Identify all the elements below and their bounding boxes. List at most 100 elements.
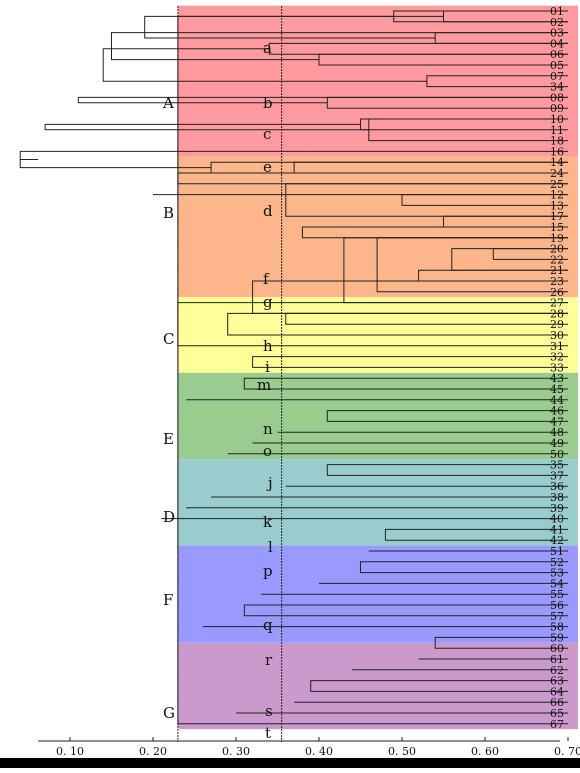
tree-link	[252, 356, 568, 368]
axis-tick-label: 0. 20	[139, 745, 167, 758]
subcluster-label-c: c	[263, 125, 271, 143]
leaf-label: 08	[550, 91, 564, 104]
leaf-label: 53	[550, 567, 564, 580]
leaf-label: 13	[550, 199, 564, 212]
cluster-band-D	[177, 459, 578, 546]
cluster-label-G: G	[163, 704, 175, 722]
subcluster-label-r: r	[265, 651, 273, 669]
leaf-label: 23	[550, 275, 564, 288]
tree-link	[401, 194, 568, 206]
tree-link	[243, 377, 568, 390]
bottom-bar	[0, 758, 580, 768]
axis-tick-label: 0. 10	[56, 745, 84, 758]
leaf-label: 39	[550, 502, 564, 515]
subcluster-label-b: b	[263, 94, 273, 112]
tree-link	[326, 464, 568, 476]
leaf-label: 01	[550, 5, 564, 18]
subcluster-label-a: a	[263, 39, 272, 57]
leaf-label: 61	[550, 653, 564, 666]
subcluster-label-q: q	[263, 616, 273, 634]
leaf-label: 62	[550, 664, 564, 677]
leaf-label: 21	[550, 264, 564, 277]
leaf-label: 38	[550, 491, 564, 504]
leaf-label: 54	[550, 577, 564, 590]
cluster-band-G	[177, 642, 578, 730]
tree-link	[227, 312, 568, 336]
axis-tick-label: 0. 60	[471, 745, 499, 758]
leaf-label: 32	[550, 351, 564, 364]
leaf-label: 37	[550, 469, 564, 482]
tree-link	[434, 636, 568, 649]
leaf-label: 16	[550, 145, 564, 158]
cluster-label-F: F	[163, 591, 173, 609]
leaf-label: 18	[550, 135, 564, 148]
tree-link	[44, 123, 369, 131]
leaf-label: 24	[550, 167, 564, 180]
tree-link	[326, 410, 568, 422]
tree-link	[111, 32, 353, 61]
subcluster-label-m: m	[257, 376, 271, 394]
tree-link	[293, 161, 568, 174]
leaf-label: 43	[550, 372, 564, 385]
leaf-label: 27	[550, 297, 564, 310]
cluster-label-A: A	[162, 94, 174, 112]
leaf-label: 25	[550, 178, 564, 191]
leaf-label: 30	[550, 329, 564, 342]
leaf-label: 14	[550, 156, 564, 169]
leaf-label: 56	[550, 599, 564, 612]
subcluster-label-j: j	[266, 474, 273, 492]
axis-tick-label: 0. 30	[222, 745, 250, 758]
tree-link	[285, 183, 568, 217]
leaf-label: 34	[550, 81, 564, 94]
tree-link	[144, 15, 436, 39]
leaf-label: 60	[550, 642, 564, 655]
leaf-label: 63	[550, 675, 564, 688]
leaf-label: 09	[550, 102, 564, 115]
subcluster-label-t: t	[265, 724, 271, 742]
subcluster-label-l: l	[268, 538, 273, 556]
leaf-label: 57	[550, 610, 564, 623]
subcluster-label-d: d	[263, 202, 273, 220]
leaf-label: 58	[550, 621, 564, 634]
subcluster-label-i: i	[265, 358, 270, 376]
leaf-label: 10	[550, 113, 564, 126]
leaf-label: 06	[550, 48, 564, 61]
leaf-label: 11	[550, 124, 564, 137]
leaf-label: 36	[550, 480, 564, 493]
subcluster-labels: a bce d fg him noj klp qr st	[257, 39, 273, 742]
leaf-label: 28	[550, 307, 564, 320]
leaf-label: 66	[550, 696, 564, 709]
leaf-label: 64	[550, 685, 564, 698]
tree-link	[384, 528, 568, 541]
leaf-label: 45	[550, 383, 564, 396]
leaf-label: 44	[550, 394, 564, 407]
cluster-label-D: D	[163, 508, 175, 526]
leaf-label: 12	[550, 189, 564, 202]
tree-link	[360, 561, 568, 574]
leaf-label: 67	[550, 718, 564, 731]
leaf-label: 03	[550, 27, 564, 40]
cluster-label-C: C	[163, 330, 174, 348]
subcluster-label-o: o	[263, 442, 272, 460]
axis-tick-label: 0. 40	[305, 745, 333, 758]
leaf-label: 46	[550, 405, 564, 418]
leaf-label: 42	[550, 534, 564, 547]
leaf-label: 55	[550, 588, 564, 601]
x-axis: 0. 10 0. 20 0. 30 0. 40 0. 50 0. 60 0. 70	[0, 737, 580, 768]
leaf-label: 17	[550, 210, 564, 223]
tree-link	[310, 680, 568, 692]
leaf-label: 51	[550, 545, 564, 558]
axis-tick-label: 0. 70	[554, 745, 580, 758]
cluster-label-E: E	[163, 430, 174, 448]
axis-tick-label: 0. 50	[388, 745, 416, 758]
subcluster-label-g: g	[263, 293, 273, 311]
leaf-label: 05	[550, 59, 564, 72]
leaf-label: 07	[550, 70, 564, 83]
leaf-label: 04	[550, 37, 564, 50]
leaf-label: 41	[550, 523, 564, 536]
cluster-band-E	[177, 372, 578, 460]
leaf-labels: 0102030406050734080910111816142425121317…	[550, 5, 564, 731]
leaf-label: 50	[550, 448, 564, 461]
